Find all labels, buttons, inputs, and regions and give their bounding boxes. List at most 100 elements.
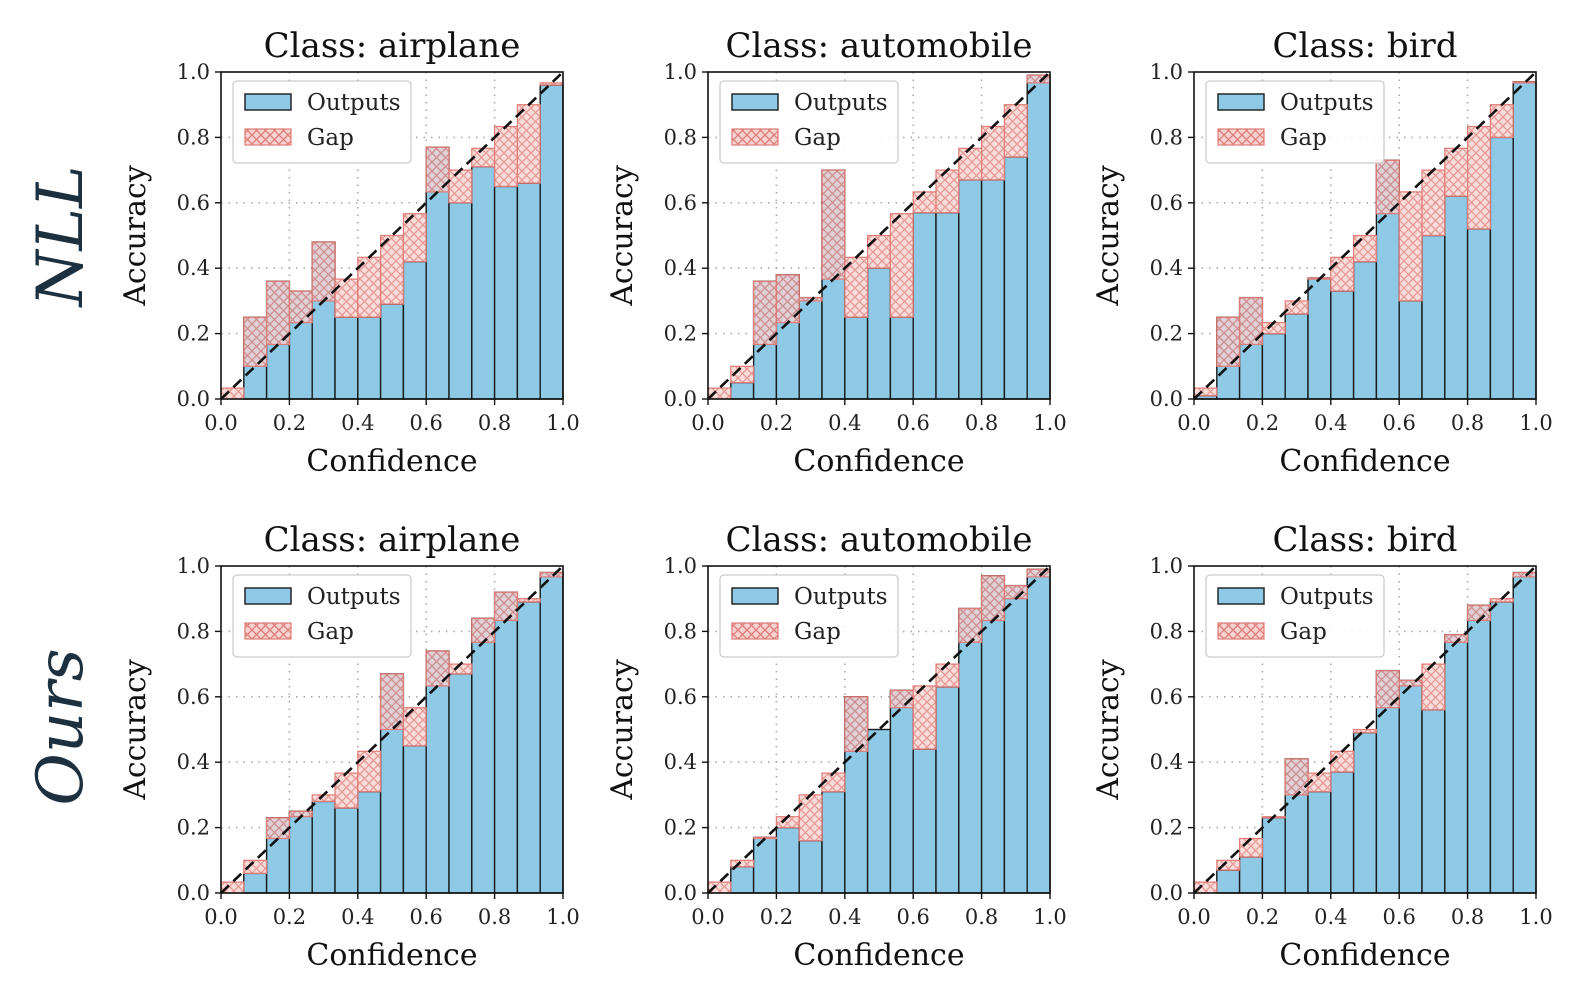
output-bar [912, 211, 937, 400]
gap-bar [1003, 585, 1028, 600]
output-bar [471, 166, 496, 400]
y-tick-label: 0.0 [177, 881, 210, 905]
x-axis-label: Confidence [1279, 444, 1450, 479]
output-bar [1261, 332, 1286, 400]
axes-frame [1193, 71, 1537, 400]
x-tick-label: 0.4 [341, 411, 374, 435]
y-tick-label: 0.4 [664, 256, 697, 280]
gap-bar [402, 213, 427, 263]
y-tick-label: 0.2 [664, 816, 697, 840]
x-tick-label: 1.0 [1033, 905, 1066, 929]
output-bar [844, 316, 869, 400]
x-tick-label: 1.0 [546, 411, 579, 435]
output-bar [493, 185, 519, 400]
y-tick-label: 1.0 [177, 554, 210, 578]
y-tick-label: 0.6 [1150, 191, 1183, 215]
y-tick-label: 1.0 [664, 554, 697, 578]
gap-bar [425, 650, 450, 687]
x-tick-label: 0.8 [965, 411, 998, 435]
y-axis-label: Accuracy [118, 165, 153, 307]
x-tick-label: 0.4 [1314, 411, 1347, 435]
y-tick-label: 0.0 [1150, 881, 1183, 905]
gap-bar [730, 859, 755, 868]
gap-bar [1284, 300, 1309, 315]
x-tick-label: 0.6 [1382, 411, 1415, 435]
output-bar [1026, 74, 1051, 400]
x-tick-label: 0.4 [341, 905, 374, 929]
axes-frame [220, 71, 564, 400]
chart-panel-4: 0.0 0.2 0.4 0.6 0.8 1.0 0.0 0.2 0.4 0.6 0.8 1.0 Clas… [605, 520, 1067, 973]
x-axis-label: Confidence [793, 938, 964, 973]
x-axis-label: Confidence [306, 444, 477, 479]
output-bar [379, 303, 405, 400]
gap-bar [1284, 758, 1309, 796]
output-bar [1307, 277, 1332, 400]
perfect-calibration-line [220, 565, 564, 894]
output-bar [539, 84, 564, 400]
y-tick-label: 0.4 [177, 750, 210, 774]
output-bar [775, 826, 800, 894]
output-bar [912, 748, 937, 894]
x-tick-label: 1.0 [1033, 411, 1066, 435]
gap-bar [935, 663, 960, 688]
legend: Outputs Gap [719, 80, 899, 164]
output-bar [357, 790, 382, 894]
output-bar [1466, 604, 1492, 894]
x-tick-label: 0.4 [828, 411, 861, 435]
gap-bar [844, 696, 869, 752]
x-tick-label: 0.6 [409, 411, 442, 435]
x-tick-label: 0.8 [965, 905, 998, 929]
x-axis-label: Confidence [793, 444, 964, 479]
output-bar [1238, 856, 1264, 894]
gap-bar [334, 772, 359, 809]
x-axis-label: Confidence [1279, 938, 1450, 973]
perfect-calibration-line [707, 71, 1051, 400]
legend: Outputs Gap [232, 80, 412, 164]
gap-bar [1466, 604, 1491, 622]
gap-bar [958, 147, 983, 181]
y-axis-label: Accuracy [605, 165, 640, 307]
gap-bar [1330, 750, 1355, 773]
gap-bar [798, 794, 823, 842]
y-tick-label: 0.4 [1150, 256, 1183, 280]
chart-title: Class: airplane [264, 520, 521, 560]
x-tick-label: 0.2 [1246, 411, 1279, 435]
chart-title: Class: airplane [264, 26, 521, 66]
x-tick-label: 0.0 [691, 411, 724, 435]
output-bar [516, 601, 541, 894]
legend-label-outputs: Outputs [307, 90, 401, 116]
gap-bar [516, 104, 541, 184]
gap-bar [380, 673, 405, 731]
chart-panel-5: 0.0 0.2 0.4 0.6 0.8 1.0 0.0 0.2 0.4 0.6 0.8 1.0 Clas… [1091, 520, 1553, 973]
y-tick-label: 0.8 [177, 619, 210, 643]
legend-label-gap: Gap [1280, 125, 1327, 151]
output-bar [958, 179, 983, 400]
output-bar [402, 745, 427, 894]
y-axis-label: Accuracy [605, 659, 640, 801]
gap-bar [1352, 728, 1377, 734]
gap-bar [935, 169, 960, 214]
gap-bar [1512, 571, 1537, 578]
output-bar [1352, 260, 1378, 400]
x-tick-label: 0.2 [760, 411, 793, 435]
legend-label-gap: Gap [307, 125, 354, 151]
x-tick-label: 0.2 [273, 411, 306, 435]
output-bar [1489, 601, 1514, 894]
gap-bar [243, 859, 268, 874]
x-tick-label: 1.0 [1519, 411, 1552, 435]
x-tick-label: 0.2 [273, 905, 306, 929]
y-tick-label: 0.6 [177, 685, 210, 709]
output-bar [1003, 156, 1028, 400]
y-tick-label: 0.8 [1150, 125, 1183, 149]
output-bar [471, 617, 496, 894]
output-bar [334, 316, 359, 400]
gap-bar [752, 280, 777, 346]
legend-label-outputs: Outputs [794, 90, 888, 116]
gap-bar [912, 191, 937, 214]
legend: Outputs Gap [232, 574, 412, 658]
x-tick-label: 0.6 [1382, 905, 1415, 929]
output-bar [866, 267, 892, 400]
perfect-calibration-line [1193, 71, 1537, 400]
gap-bar [912, 685, 937, 750]
y-tick-label: 0.8 [177, 125, 210, 149]
